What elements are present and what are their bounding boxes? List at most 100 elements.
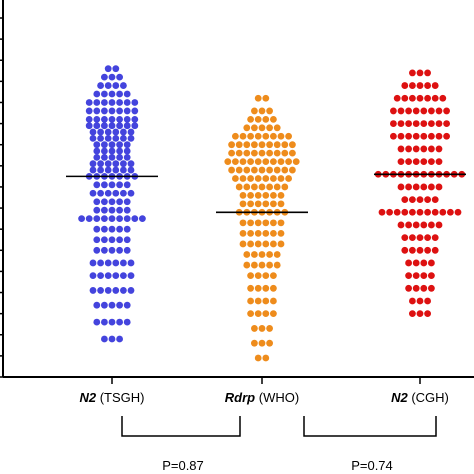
- category-gene: N2: [79, 390, 96, 405]
- data-point: [412, 284, 420, 292]
- data-point: [254, 230, 262, 237]
- data-point: [112, 160, 120, 168]
- data-point: [409, 246, 416, 254]
- data-point: [89, 259, 97, 267]
- data-point: [247, 175, 255, 182]
- data-point: [281, 141, 289, 149]
- data-point: [262, 200, 270, 208]
- data-point: [97, 272, 104, 280]
- data-point: [239, 158, 247, 166]
- data-point: [289, 149, 296, 157]
- data-point: [93, 107, 101, 115]
- data-point: [443, 120, 450, 127]
- data-point: [123, 122, 131, 130]
- data-point: [85, 115, 93, 123]
- data-point: [270, 230, 277, 237]
- data-point: [254, 272, 262, 280]
- data-point: [431, 94, 439, 102]
- data-point: [443, 132, 450, 140]
- data-point: [277, 175, 285, 182]
- data-point: [123, 147, 131, 155]
- data-point: [266, 141, 273, 149]
- data-point: [112, 134, 120, 142]
- data-point: [116, 153, 123, 161]
- data-point: [420, 259, 428, 267]
- data-point: [266, 166, 273, 174]
- data-point: [93, 153, 101, 161]
- data-point: [262, 310, 270, 318]
- data-point: [251, 325, 258, 332]
- data-point: [405, 132, 412, 140]
- data-point: [424, 196, 431, 204]
- data-point: [108, 90, 116, 98]
- data-point: [112, 189, 120, 197]
- axis-layer: [0, 0, 474, 384]
- data-point: [235, 149, 243, 157]
- data-point: [97, 128, 104, 136]
- data-point: [281, 166, 289, 174]
- data-point: [277, 200, 285, 208]
- data-point: [424, 69, 431, 77]
- data-point: [270, 158, 277, 166]
- category-labels: N2 (TSGH) Rdrp (WHO) N2 (CGH): [79, 390, 448, 405]
- data-point: [405, 259, 412, 267]
- data-point: [116, 246, 123, 254]
- data-point: [266, 183, 273, 191]
- data-point: [228, 166, 236, 174]
- data-point: [420, 107, 428, 115]
- data-point: [101, 122, 108, 130]
- data-point: [120, 189, 127, 197]
- data-point: [120, 134, 127, 142]
- data-point: [254, 115, 262, 123]
- data-point: [104, 189, 112, 197]
- data-point: [420, 221, 428, 229]
- data-point: [262, 284, 270, 292]
- x-axis-ticks: [111, 377, 421, 384]
- data-point: [251, 107, 258, 115]
- data-point: [247, 284, 255, 292]
- data-point: [108, 153, 116, 161]
- data-point: [254, 240, 262, 248]
- data-point: [401, 94, 409, 102]
- data-point: [116, 73, 123, 81]
- data-point: [120, 166, 127, 174]
- category-label: Rdrp (WHO): [225, 390, 299, 405]
- data-point: [101, 335, 108, 343]
- data-point: [104, 134, 112, 142]
- data-point: [258, 149, 266, 157]
- data-point: [93, 99, 101, 106]
- data-point: [435, 145, 443, 153]
- data-point: [409, 196, 416, 204]
- data-point: [431, 208, 439, 216]
- data-point: [101, 90, 108, 98]
- data-point: [123, 215, 131, 223]
- data-point: [401, 208, 409, 216]
- data-point: [120, 259, 127, 267]
- data-point: [89, 160, 97, 168]
- data-point: [266, 325, 273, 332]
- data-point: [239, 200, 247, 208]
- data-point: [116, 215, 123, 223]
- data-point: [112, 166, 120, 174]
- data-point: [97, 259, 104, 267]
- data-point: [78, 215, 85, 223]
- data-point: [123, 246, 131, 254]
- data-point: [232, 175, 239, 182]
- data-point: [93, 215, 101, 223]
- data-point: [123, 225, 131, 233]
- data-point: [108, 206, 116, 214]
- data-point: [243, 261, 251, 269]
- data-point: [424, 310, 431, 318]
- data-point: [104, 65, 112, 73]
- data-point: [412, 145, 420, 153]
- data-point: [285, 158, 292, 166]
- data-point: [262, 191, 270, 199]
- data-point: [409, 297, 416, 305]
- data-point: [439, 208, 447, 216]
- data-point: [131, 122, 139, 130]
- data-point: [239, 132, 247, 140]
- data-point: [123, 107, 131, 115]
- data-point: [131, 107, 139, 115]
- data-point: [108, 122, 116, 130]
- data-point: [273, 124, 281, 132]
